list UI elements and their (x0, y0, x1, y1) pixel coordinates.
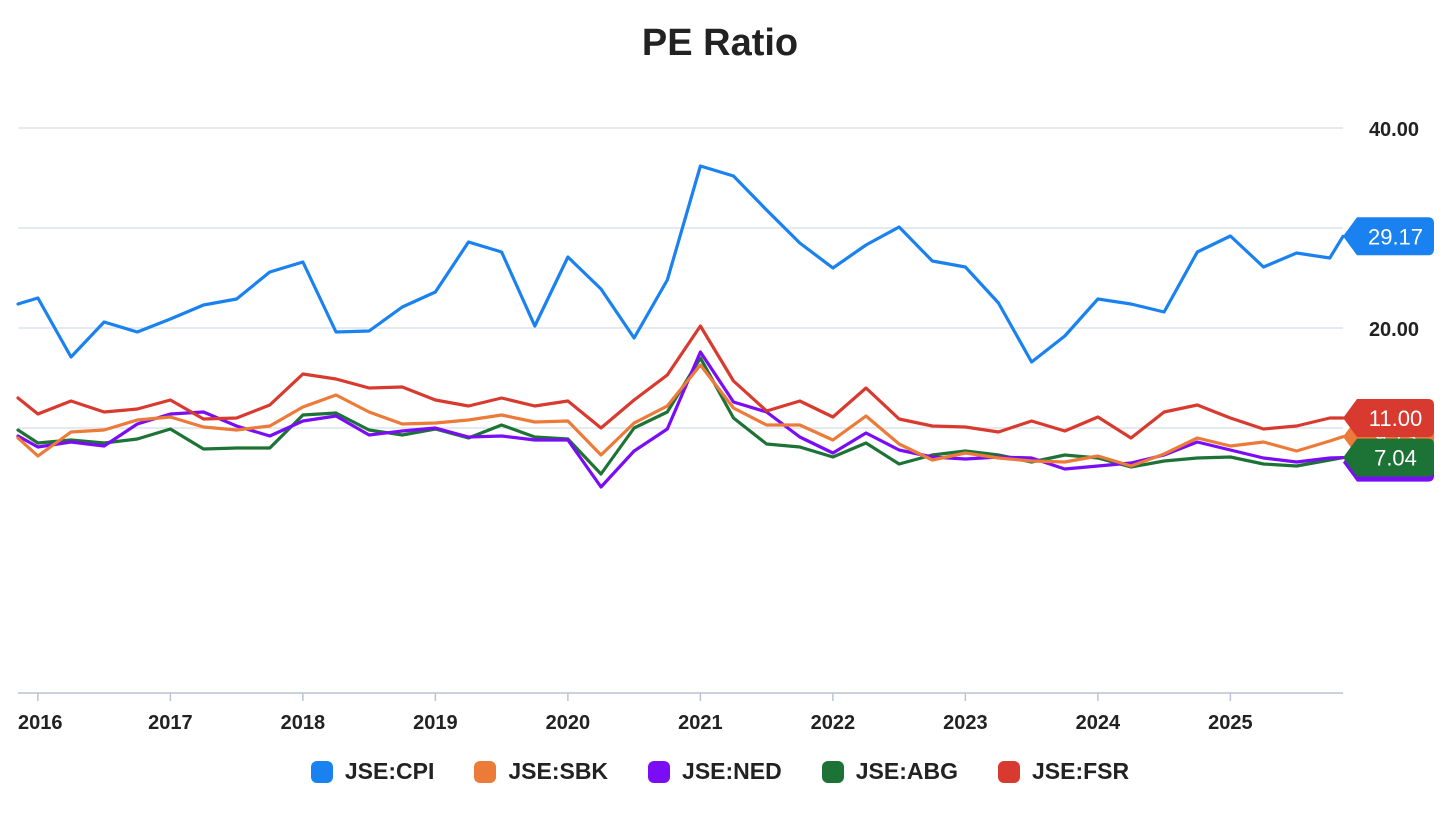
legend-swatch-abg (821, 760, 844, 783)
x-tick-label: 2023 (943, 712, 988, 734)
legend-label-ned: JSE:NED (682, 758, 782, 784)
end-label-fsr: 11.00 (1343, 399, 1434, 437)
y-tick-label: 20.00 (1369, 319, 1419, 341)
legend-swatch-sbk (474, 760, 497, 783)
end-label-cpi: 29.17 (1343, 217, 1434, 256)
legend-label-abg: JSE:ABG (855, 758, 958, 784)
x-tick-label: 2020 (546, 712, 591, 734)
end-label-badge-cpi (1343, 217, 1434, 256)
end-label-value-fsr: 11.00 (1369, 406, 1422, 431)
x-tick-label: 2017 (148, 712, 193, 734)
x-tick-label: 2021 (678, 712, 723, 734)
legend-item-abg[interactable]: JSE:ABG (821, 758, 958, 785)
x-tick-label: 2019 (413, 712, 458, 734)
end-label-abg: 7.04 (1343, 438, 1434, 477)
legend-label-sbk: JSE:SBK (508, 758, 609, 784)
series-line-fsr (16, 324, 1345, 440)
chart-legend: JSE:CPI JSE:SBK JSE:NED JSE:ABG JSE:FSR (0, 758, 1440, 785)
end-label-value-abg: 7.04 (1374, 446, 1417, 471)
legend-label-cpi: JSE:CPI (344, 758, 435, 784)
series-line-sbk (16, 363, 1345, 468)
series-line-ned (16, 350, 1345, 489)
legend-swatch-cpi (310, 760, 333, 783)
end-label-badge-fsr (1343, 399, 1434, 437)
end-label-badge-abg (1343, 438, 1434, 477)
x-tick-label: 2024 (1076, 712, 1121, 734)
x-tick-label: 2025 (1208, 712, 1253, 734)
series-line-cpi (16, 164, 1345, 364)
legend-swatch-fsr (998, 760, 1020, 783)
x-tick-label: 2018 (281, 712, 326, 734)
legend-swatch-ned (648, 760, 671, 783)
legend-item-ned[interactable]: JSE:NED (648, 758, 782, 785)
legend-item-fsr[interactable]: JSE:FSR (998, 758, 1129, 785)
y-tick-label: 40.00 (1369, 119, 1419, 141)
end-label-value-cpi: 29.17 (1368, 224, 1423, 249)
legend-item-cpi[interactable]: JSE:CPI (310, 758, 435, 785)
chart-title: PE Ratio (641, 22, 799, 64)
legend-label-fsr: JSE:FSR (1032, 758, 1130, 784)
legend-item-sbk[interactable]: JSE:SBK (474, 758, 608, 785)
x-tick-label: 2022 (811, 712, 856, 734)
x-tick-label: 2016 (18, 712, 63, 734)
